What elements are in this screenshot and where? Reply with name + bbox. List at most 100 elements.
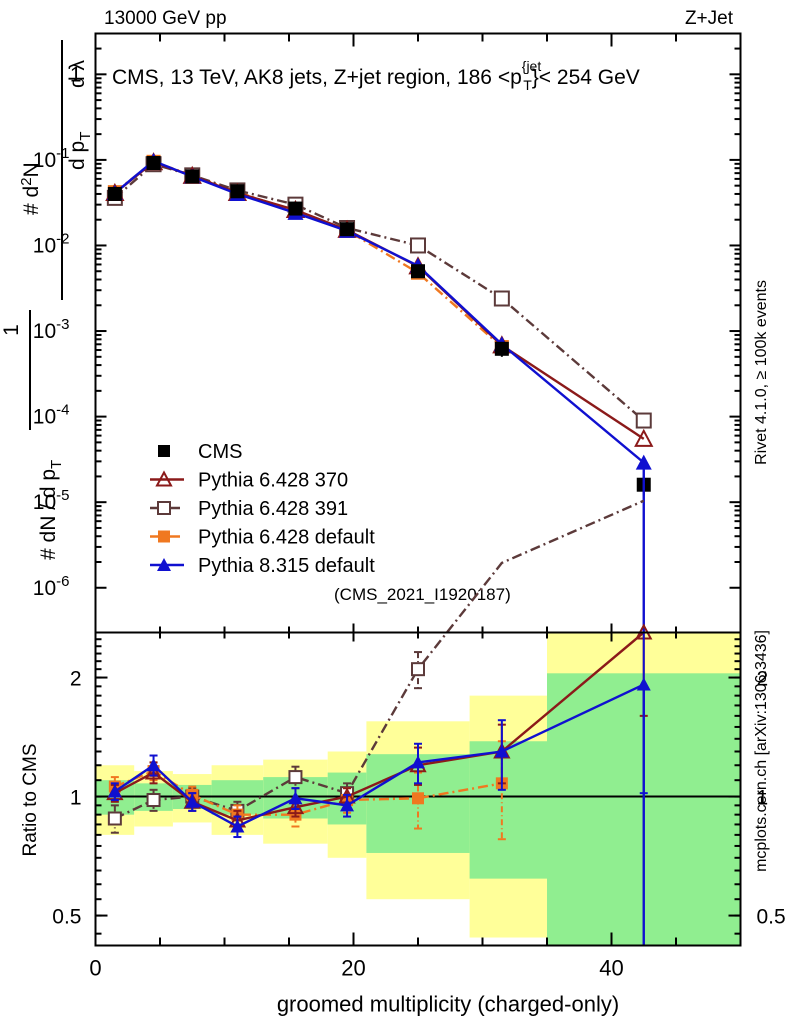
ratio-data-point [230, 819, 245, 833]
plot-frames-top [94, 32, 742, 947]
sidebar-annotations: Rivet 4.1.0, ≥ 100k events mcplots.cern.c… [753, 280, 770, 872]
series-line [114, 160, 503, 348]
subscript: T [48, 460, 65, 469]
ylabel-dlambda: d λ [66, 59, 89, 88]
legend-item: Pythia 6.428 default [150, 527, 375, 549]
data-point [230, 184, 245, 199]
n-glyph: N [20, 162, 43, 177]
data-point [410, 237, 426, 254]
legend-marker [158, 445, 170, 457]
data-point [635, 412, 652, 429]
ylabel-denominator: # dN / d pT [37, 460, 65, 560]
ratio-y-axis-title: Ratio to CMS [20, 744, 41, 857]
legend-label: Pythia 6.428 370 [198, 470, 348, 492]
data-point [493, 290, 510, 307]
legend-label: Pythia 8.315 default [198, 555, 375, 577]
data-point [146, 155, 161, 170]
header-beam-label: 13000 GeV pp [104, 8, 227, 29]
series-cms [107, 155, 651, 496]
ratio-series-layer [106, 499, 653, 946]
band-inner [469, 741, 547, 879]
ratio-data-point [411, 662, 425, 677]
header-process-label: Z+Jet [685, 8, 734, 29]
legend: CMS Pythia 6.428 370 Pythia 6.428 391 Pythi… [150, 441, 375, 577]
main-y-axis: 110-110-210-310-410-510-6 [33, 32, 741, 600]
legend-marker [157, 558, 171, 571]
series-pythia-8-315-default [106, 153, 652, 470]
ratio-data-point [107, 811, 122, 826]
ylabel-denominator-2: d pT [66, 132, 94, 170]
series-line [114, 159, 645, 464]
ratio-ytick-label-right: 1 [757, 787, 769, 810]
main-ytick-label: 10-3 [33, 316, 70, 343]
main-ytick-label: 10-6 [33, 573, 70, 600]
legend-item: Pythia 6.428 391 [150, 498, 348, 520]
ratio-data-point [288, 770, 303, 785]
ratio-data-point [286, 798, 305, 815]
main-y-axis-title: 1 # d2N # dN / d pT d pT d λ [0, 40, 94, 560]
ratio-ytick-label-right: 0.5 [757, 906, 786, 929]
ratio-data-point [412, 792, 424, 805]
ratio-ytick-label-right: 2 [757, 668, 769, 691]
xtick-label: 40 [599, 956, 623, 981]
exponent: -5 [56, 487, 69, 504]
series-line [114, 162, 645, 422]
ratio-data-point [288, 791, 303, 805]
ratio-y-axis: 2 2 1 1 0.5 0.5 [52, 631, 786, 935]
exponent: -6 [56, 573, 69, 590]
legend-marker [158, 530, 170, 543]
legend-item: CMS [158, 441, 242, 463]
plot-title: CMS, 13 TeV, AK8 jets, Z+jet region, 186… [112, 58, 640, 93]
analysis-id-watermark: (CMS_2021_I1920187) [334, 585, 511, 604]
legend-item: Pythia 8.315 default [150, 555, 375, 577]
legend-marker [157, 501, 171, 515]
title-tail: }< 254 GeV [532, 66, 640, 89]
x-axis-title: groomed multiplicity (charged-only) [277, 992, 619, 1017]
data-point [340, 222, 355, 237]
legend-label: CMS [198, 441, 242, 463]
main-title: CMS, 13 TeV, AK8 jets, Z+jet region, 186… [112, 58, 640, 604]
ratio-axis-title: Ratio to CMS [20, 744, 41, 857]
data-point [288, 201, 303, 216]
header: 13000 GeV pp Z+Jet [104, 8, 734, 29]
legend-label: Pythia 6.428 default [198, 527, 375, 549]
xtick-label: 0 [89, 956, 101, 981]
ratio-panel-frame-top [94, 631, 742, 947]
series-pythia-6-428-391 [106, 156, 652, 429]
exponent: -3 [56, 316, 69, 333]
legend-item: Pythia 6.428 370 [150, 470, 348, 492]
ratio-data-point [636, 677, 651, 691]
ratio-data-point [144, 763, 163, 780]
ratio-ytick-label: 0.5 [52, 906, 81, 929]
data-point [494, 341, 509, 356]
ratio-data-point [107, 784, 122, 798]
data-point [634, 428, 654, 447]
ratio-data-point [146, 758, 161, 772]
mcplots-credit-label: mcplots.cern.ch [arXiv:1306.3436] [753, 630, 770, 872]
ylabel-numerator: # d2N [18, 162, 43, 215]
ratio-line [114, 499, 645, 820]
legend-marker [155, 470, 173, 487]
xtick-label: 20 [341, 956, 365, 981]
superscript: 2 [18, 177, 35, 185]
main-ytick-label: 10-2 [33, 230, 70, 257]
subscript: T [77, 132, 94, 141]
ratio-ytick-label: 2 [70, 668, 82, 691]
main-series-layer [105, 152, 654, 633]
series-pythia-6-428-default [107, 154, 509, 355]
data-point [107, 186, 122, 201]
data-point [411, 264, 425, 279]
ylabel-numerator-one: 1 [0, 324, 23, 336]
rivet-version-label: Rivet 4.1.0, ≥ 100k events [753, 280, 770, 465]
exponent: -4 [56, 402, 69, 419]
ratio-data-point [146, 793, 161, 808]
ratio-data-point [494, 744, 509, 758]
ratio-data-point [411, 755, 425, 769]
data-point [635, 454, 652, 470]
title-subscript: T [523, 77, 532, 93]
data-point [185, 169, 200, 184]
ratio-data-point [185, 794, 200, 808]
legend-label: Pythia 6.428 391 [198, 498, 348, 520]
